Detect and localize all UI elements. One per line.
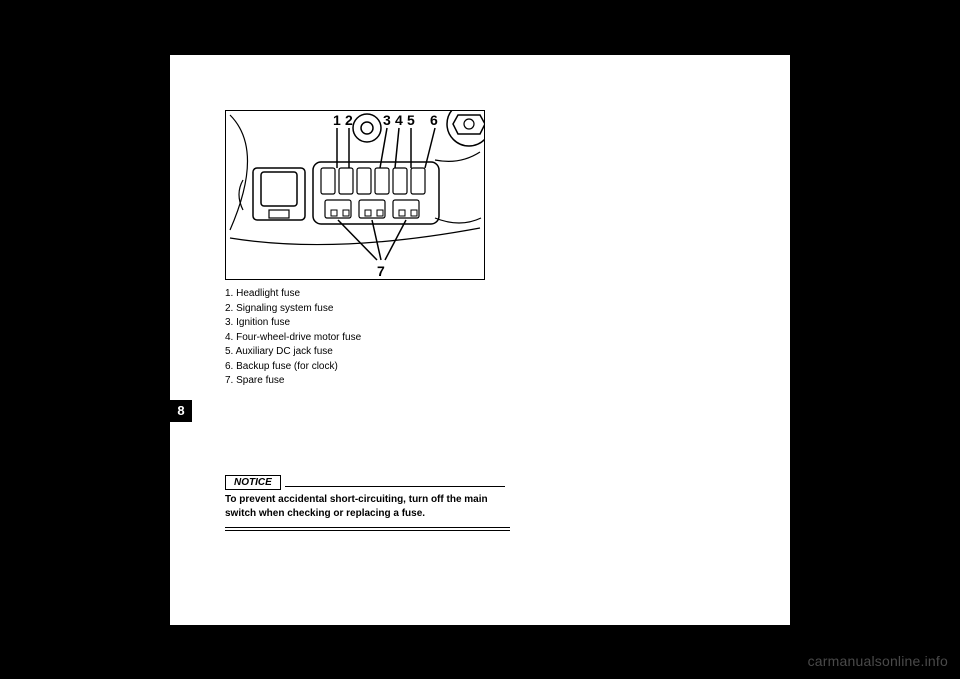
notice-label: NOTICE — [225, 475, 281, 490]
notice-heading-row: NOTICE — [225, 475, 505, 490]
notice-rule — [285, 486, 505, 487]
watermark-text: carmanualsonline.info — [808, 653, 948, 669]
legend-item: 7. Spare fuse — [225, 374, 505, 389]
divider-rule — [225, 527, 510, 528]
legend-item: 3. Ignition fuse — [225, 316, 505, 331]
legend-item: 6. Backup fuse (for clock) — [225, 360, 505, 375]
legend-item: 5. Auxiliary DC jack fuse — [225, 345, 505, 360]
diagram-label-6: 6 — [430, 112, 438, 128]
fuse-box-svg — [225, 110, 485, 280]
diagram-label-5: 5 — [407, 112, 415, 128]
diagram-legend: 1. Headlight fuse 2. Signaling system fu… — [225, 287, 505, 389]
diagram-label-2: 2 — [345, 112, 353, 128]
notice-line-1: To prevent accidental short-circuiting, … — [225, 494, 444, 505]
diagram-label-7: 7 — [377, 263, 385, 279]
legend-item: 4. Four-wheel-drive motor fuse — [225, 331, 505, 346]
notice-text: To prevent accidental short-circuiting, … — [225, 493, 515, 521]
legend-item: 1. Headlight fuse — [225, 287, 505, 302]
manual-page: 1 2 3 4 5 6 7 1. Headlight fuse 2. Signa… — [170, 55, 790, 625]
diagram-label-1: 1 — [333, 112, 341, 128]
legend-item: 2. Signaling system fuse — [225, 302, 505, 317]
divider-rule — [225, 530, 510, 531]
fuse-box-diagram: 1 2 3 4 5 6 7 — [225, 110, 485, 280]
diagram-label-3: 3 — [383, 112, 391, 128]
diagram-label-4: 4 — [395, 112, 403, 128]
section-tab: 8 — [170, 400, 192, 422]
